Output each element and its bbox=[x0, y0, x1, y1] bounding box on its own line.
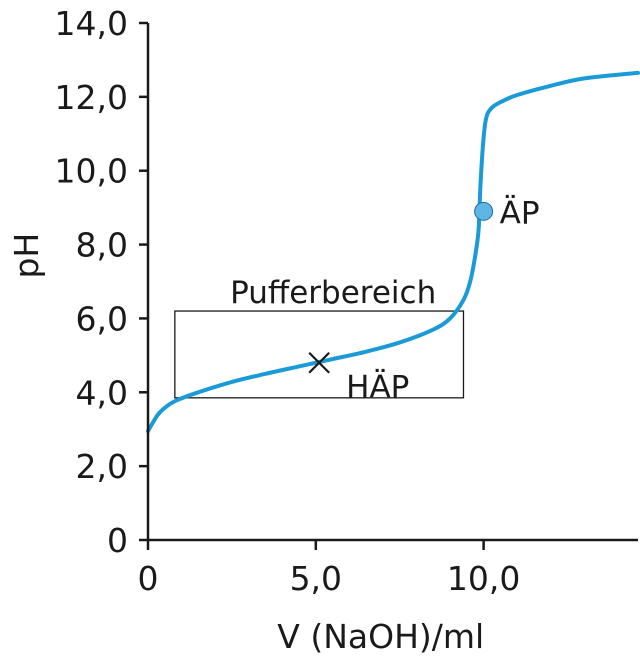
y-tick-label: 4,0 bbox=[76, 373, 128, 412]
y-tick-label: 10,0 bbox=[55, 152, 128, 191]
titration-curve bbox=[146, 70, 640, 434]
x-tick-label: 0 bbox=[138, 559, 159, 598]
y-tick-label: 8,0 bbox=[76, 226, 128, 265]
y-tick-label: 6,0 bbox=[76, 299, 128, 338]
y-axis-title: pH bbox=[7, 233, 46, 279]
equivalence-point-label: ÄP bbox=[500, 195, 540, 231]
buffer-region-box bbox=[174, 310, 465, 399]
half-equivalence-cross-stroke bbox=[308, 351, 330, 374]
buffer-region-label: Pufferbereich bbox=[230, 275, 436, 311]
x-tick-label: 10,0 bbox=[447, 559, 520, 598]
y-axis-ticks: 0 2,0 4,0 6,0 8,0 10,0 12,0 14,0 bbox=[55, 4, 148, 560]
y-tick-label: 2,0 bbox=[76, 447, 128, 486]
y-tick-label: 12,0 bbox=[55, 78, 128, 117]
x-axis-ticks: 0 5,0 10,0 bbox=[138, 540, 520, 598]
half-equivalence-marker bbox=[308, 351, 330, 374]
x-tick-label: 5,0 bbox=[290, 559, 342, 598]
equivalence-point-marker bbox=[474, 201, 494, 221]
half-equivalence-label: HÄP bbox=[346, 370, 409, 406]
y-tick-label: 0 bbox=[107, 521, 128, 560]
y-tick-label: 14,0 bbox=[55, 4, 128, 43]
x-axis-title: V (NaOH)/ml bbox=[277, 617, 484, 656]
